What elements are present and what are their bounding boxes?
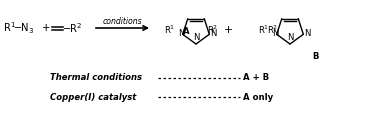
Text: R$^2$: R$^2$ xyxy=(268,24,279,36)
Text: Thermal conditions: Thermal conditions xyxy=(50,74,142,82)
Text: R$^1$─N$_3$: R$^1$─N$_3$ xyxy=(3,20,34,36)
Text: A only: A only xyxy=(243,92,273,102)
Text: +: + xyxy=(42,23,50,33)
Text: R$^1$: R$^1$ xyxy=(258,23,270,36)
Text: A: A xyxy=(182,27,189,36)
Text: A + B: A + B xyxy=(243,74,269,82)
Text: +: + xyxy=(224,25,233,35)
Text: N: N xyxy=(273,29,279,38)
Text: B: B xyxy=(312,52,318,61)
Text: N: N xyxy=(193,33,199,42)
Text: conditions: conditions xyxy=(103,17,142,25)
Text: N: N xyxy=(179,29,185,38)
Text: ─R$^2$: ─R$^2$ xyxy=(63,21,82,35)
Text: R$^1$: R$^1$ xyxy=(164,23,176,36)
Text: N: N xyxy=(287,33,293,42)
Text: N: N xyxy=(210,29,217,38)
Text: R$^2$: R$^2$ xyxy=(207,24,219,36)
Text: N: N xyxy=(304,29,311,38)
Text: Copper(I) catalyst: Copper(I) catalyst xyxy=(50,92,136,102)
